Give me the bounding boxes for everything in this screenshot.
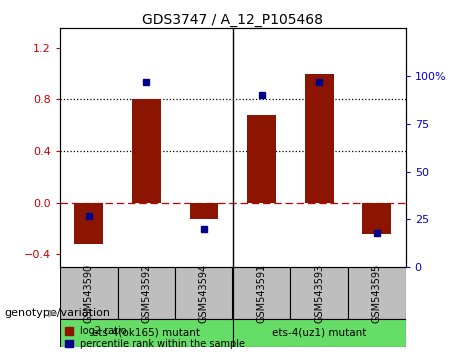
Bar	[60, 319, 233, 347]
Text: GSM543594: GSM543594	[199, 264, 209, 323]
Bar	[175, 267, 233, 319]
Bar	[233, 267, 290, 319]
Text: GSM543590: GSM543590	[84, 264, 94, 323]
Title: GDS3747 / A_12_P105468: GDS3747 / A_12_P105468	[142, 13, 323, 27]
Text: GSM543593: GSM543593	[314, 264, 324, 323]
Bar	[132, 99, 161, 203]
Bar	[290, 267, 348, 319]
Bar	[233, 319, 406, 347]
Bar	[74, 203, 103, 244]
Bar	[348, 267, 406, 319]
Legend: log2 ratio, percentile rank within the sample: log2 ratio, percentile rank within the s…	[65, 326, 245, 349]
Text: genotype/variation: genotype/variation	[5, 308, 111, 318]
Text: ets-4(uz1) mutant: ets-4(uz1) mutant	[272, 328, 366, 338]
Bar	[362, 203, 391, 234]
Text: ets-4(ok165) mutant: ets-4(ok165) mutant	[92, 328, 201, 338]
Bar	[305, 74, 334, 203]
Bar	[189, 203, 219, 219]
Bar	[118, 267, 175, 319]
Bar	[247, 115, 276, 203]
Bar	[60, 267, 118, 319]
Text: GSM543591: GSM543591	[257, 264, 266, 323]
Text: GSM543592: GSM543592	[142, 263, 151, 323]
Text: GSM543595: GSM543595	[372, 263, 382, 323]
